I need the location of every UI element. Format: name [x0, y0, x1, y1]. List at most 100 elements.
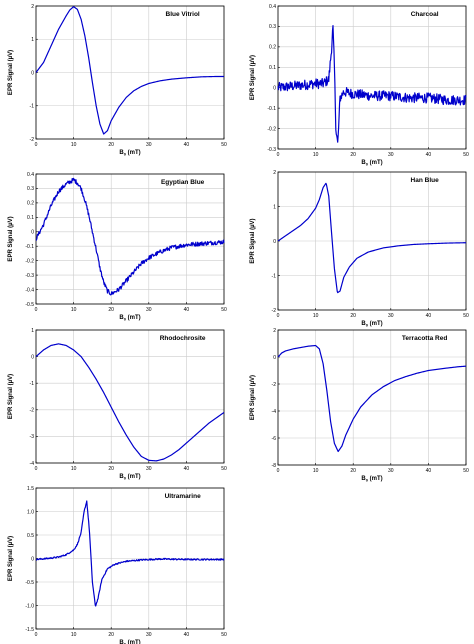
x-tick-label: 40 [426, 313, 432, 319]
x-axis-label: B0 (mT) [119, 474, 140, 481]
y-tick-label: -1.5 [25, 627, 34, 633]
y-tick-label: 0.2 [27, 201, 34, 207]
x-tick-label: 30 [388, 152, 394, 158]
y-tick-label: -2 [30, 408, 35, 414]
chart-title: Blue Vitriol [166, 11, 200, 18]
x-tick-label: 30 [388, 313, 394, 319]
x-tick-label: 20 [350, 313, 356, 319]
series-line [277, 182, 467, 294]
x-tick-label: 0 [35, 632, 38, 638]
series-line [277, 25, 467, 143]
x-axis-label-sub: 0 [366, 323, 369, 328]
x-tick-label: 40 [426, 468, 432, 474]
y-tick-label: -1 [30, 381, 35, 387]
y-tick-label: -1 [272, 273, 277, 279]
y-tick-label: 0.4 [269, 4, 276, 10]
plot-frame [35, 329, 225, 464]
x-tick-label: 40 [184, 142, 190, 148]
x-tick-label: 0 [35, 307, 38, 313]
x-axis-label: B0 (mT) [119, 315, 140, 322]
x-axis-label: B0 (mT) [361, 476, 382, 483]
y-tick-label: 0.2 [269, 45, 276, 51]
x-tick-label: 30 [146, 466, 152, 472]
y-tick-label: 2 [31, 4, 34, 10]
y-axis-label: EPR Signal (µV) [250, 218, 256, 263]
plot-frame [35, 173, 225, 305]
y-tick-label: 0 [273, 86, 276, 92]
chart-title: Rhodochrosite [160, 335, 206, 342]
y-tick-label: 2 [273, 170, 276, 176]
y-tick-label: -0.5 [25, 580, 34, 586]
y-tick-label: -0.1 [25, 244, 34, 250]
x-axis-label-unit: (mT) [126, 150, 141, 156]
chart-title: Terracotta Red [402, 335, 447, 342]
series-line [35, 177, 225, 296]
y-tick-label: -0.3 [25, 273, 34, 279]
x-tick-label: 0 [35, 142, 38, 148]
x-tick-label: 10 [71, 466, 77, 472]
x-axis-label-main: B [119, 315, 124, 321]
y-tick-label: -2 [272, 308, 277, 314]
x-axis-label-main: B [361, 476, 366, 482]
x-tick-label: 50 [221, 466, 227, 472]
y-tick-label: -0.3 [267, 147, 276, 153]
x-tick-label: 50 [221, 632, 227, 638]
x-tick-label: 30 [146, 632, 152, 638]
x-axis-label-main: B [119, 150, 124, 156]
series-line [35, 500, 225, 607]
y-tick-label: -1.0 [25, 603, 34, 609]
x-axis-label-sub: 0 [124, 642, 127, 644]
y-tick-label: 0.3 [27, 186, 34, 192]
x-axis-label-sub: 0 [124, 152, 127, 157]
y-tick-label: -0.4 [25, 287, 34, 293]
y-tick-label: 0 [31, 556, 34, 562]
x-tick-label: 20 [108, 466, 114, 472]
x-axis-label: B0 (mT) [361, 321, 382, 328]
y-tick-label: 0.5 [27, 533, 34, 539]
x-tick-label: 10 [71, 632, 77, 638]
y-tick-label: -0.2 [25, 258, 34, 264]
x-tick-label: 10 [71, 142, 77, 148]
y-tick-label: 0.1 [27, 215, 34, 221]
y-tick-label: -2 [272, 382, 277, 388]
x-axis-label-unit: (mT) [368, 160, 383, 166]
x-tick-label: 30 [146, 307, 152, 313]
x-tick-label: 40 [184, 466, 190, 472]
y-tick-label: -3 [30, 434, 35, 440]
chart-title: Han Blue [411, 177, 440, 184]
x-tick-label: 50 [463, 468, 469, 474]
x-axis-label-unit: (mT) [126, 640, 141, 644]
y-tick-label: -8 [272, 463, 277, 469]
chart-panel-6: 0 10 20 30 40 50 -1.5 -1.0 -0.5 0 0.5 1.0 1.5 EPR Sig… [8, 486, 227, 644]
x-axis-label-unit: (mT) [126, 315, 141, 321]
y-axis-label: EPR Signal (µV) [250, 55, 256, 100]
x-tick-label: 50 [463, 313, 469, 319]
y-tick-label: -6 [272, 436, 277, 442]
y-tick-label: 0 [31, 354, 34, 360]
x-axis-label-unit: (mT) [368, 476, 383, 482]
chart-title: Charcoal [411, 11, 439, 18]
x-tick-label: 0 [277, 468, 280, 474]
x-axis-label-main: B [119, 474, 124, 480]
x-tick-label: 20 [108, 632, 114, 638]
y-tick-label: -0.1 [267, 106, 276, 112]
x-tick-label: 30 [388, 468, 394, 474]
y-axis-label: EPR Signal (µV) [8, 216, 14, 261]
x-tick-label: 0 [35, 466, 38, 472]
chart-panel-1: 0 10 20 30 40 50 -0.3 -0.2 -0.1 0 0.1 0.2 0.3 0.4 EPR … [250, 4, 469, 167]
y-tick-label: 0.1 [269, 65, 276, 71]
x-tick-label: 10 [313, 313, 319, 319]
y-tick-label: -0.2 [267, 126, 276, 132]
x-tick-label: 50 [221, 142, 227, 148]
y-tick-label: 0 [31, 70, 34, 76]
x-tick-label: 10 [313, 152, 319, 158]
plot-frame [277, 329, 467, 466]
x-axis-label: B0 (mT) [119, 150, 140, 157]
x-tick-label: 40 [184, 632, 190, 638]
x-tick-label: 20 [108, 307, 114, 313]
y-tick-label: 1.5 [27, 486, 34, 492]
x-tick-label: 50 [463, 152, 469, 158]
